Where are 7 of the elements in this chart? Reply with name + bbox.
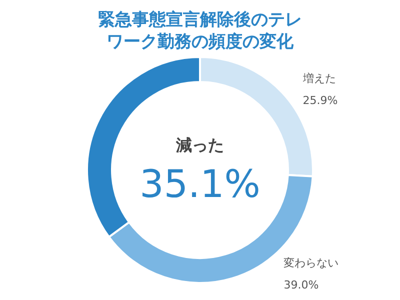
- slice-label: 減った: [175, 136, 224, 154]
- data-label: 25.9%: [302, 94, 338, 108]
- data-label: 35.1%: [140, 162, 260, 206]
- chart-title: 緊急事態宣言解除後のテレワーク勤務の頻度の変化: [98, 10, 302, 52]
- slice-label: 増えた: [302, 72, 336, 86]
- slice-label: 変わらない: [284, 256, 339, 270]
- data-label: 39.0%: [284, 278, 319, 292]
